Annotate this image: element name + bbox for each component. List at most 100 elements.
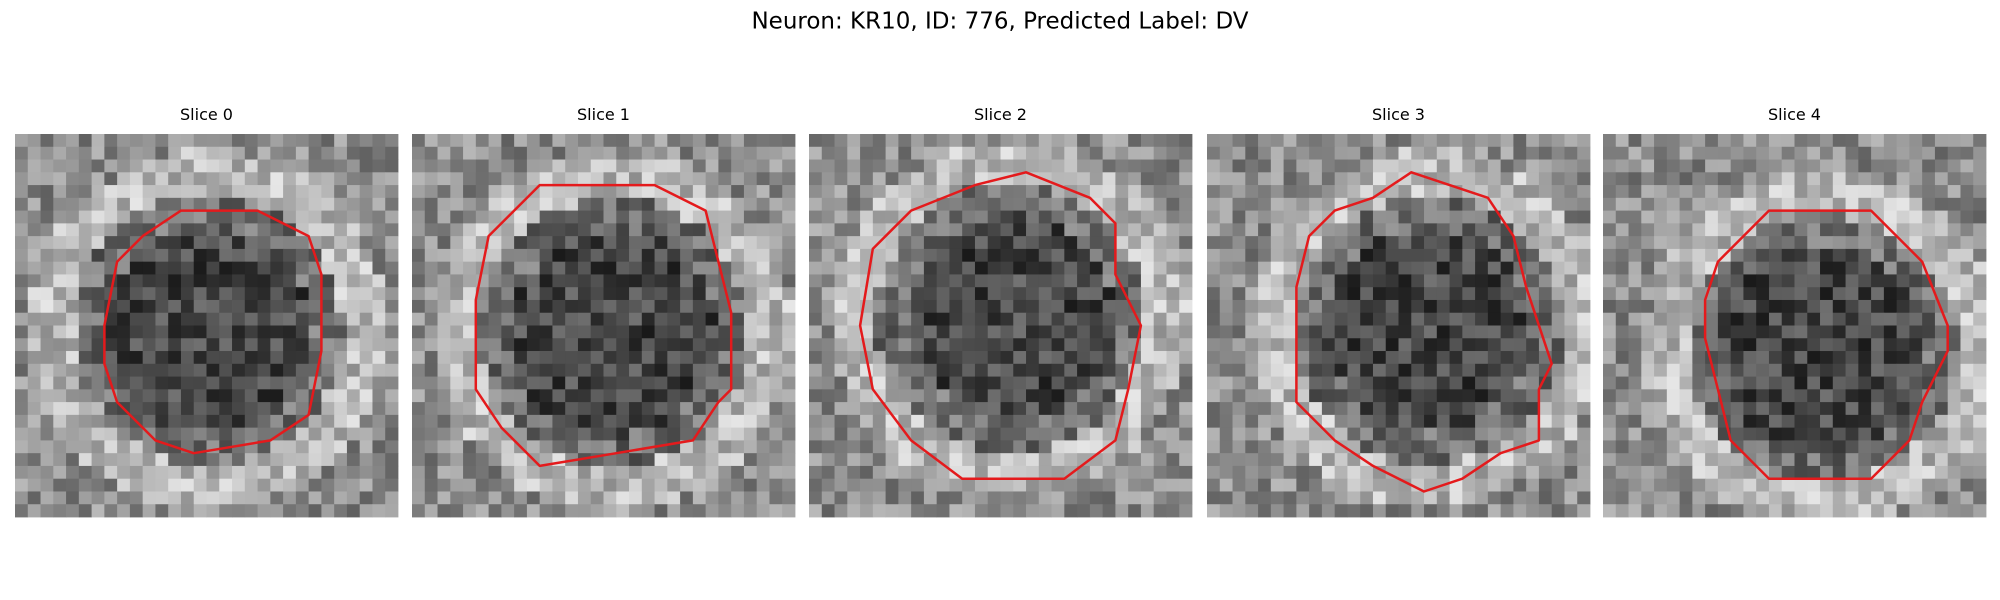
pixel [437, 248, 451, 263]
pixel [1179, 402, 1193, 416]
pixel [142, 440, 156, 454]
pixel [667, 210, 681, 224]
pixel [769, 453, 783, 467]
pixel [1385, 325, 1399, 339]
pixel [1909, 197, 1923, 211]
pixel [1179, 210, 1193, 224]
pixel [142, 465, 156, 480]
pixel [1283, 504, 1297, 518]
pixel [501, 274, 515, 288]
pixel [743, 185, 758, 199]
pixel [1462, 223, 1476, 237]
pixel [1232, 491, 1246, 505]
pixel [1654, 197, 1668, 211]
pixel [782, 299, 796, 314]
pixel [450, 159, 464, 173]
pixel [743, 465, 758, 480]
pixel [1166, 363, 1180, 377]
pixel [1270, 414, 1284, 429]
pixel [1832, 453, 1846, 467]
pixel [1934, 146, 1949, 160]
pixel [1666, 491, 1680, 505]
pixel [1922, 159, 1936, 173]
pixel [1807, 376, 1821, 390]
pixel [1551, 312, 1565, 326]
pixel [1666, 248, 1680, 263]
pixel [1832, 134, 1846, 148]
pixel [346, 236, 361, 250]
pixel [412, 261, 426, 275]
pixel [1321, 465, 1336, 480]
pixel [270, 159, 284, 173]
pixel [1360, 248, 1374, 263]
pixel [1692, 478, 1706, 492]
pixel [295, 376, 310, 390]
pixel [641, 351, 655, 365]
pixel [1564, 389, 1578, 403]
pixel [1768, 248, 1783, 263]
pixel [372, 440, 386, 454]
pixel [283, 210, 297, 224]
pixel [821, 159, 835, 173]
pixel [565, 491, 579, 505]
pixel [270, 351, 284, 365]
pixel [1398, 402, 1412, 416]
pixel [232, 465, 246, 480]
pixel [1807, 363, 1821, 377]
pixel [142, 299, 156, 314]
pixel [1807, 414, 1821, 429]
pixel [180, 465, 195, 480]
pixel [244, 414, 258, 429]
pixel [1768, 363, 1783, 377]
pixel [1258, 312, 1272, 326]
pixel [809, 210, 823, 224]
pixel [1270, 402, 1284, 416]
pixel [206, 159, 220, 173]
pixel [1321, 376, 1336, 390]
pixel [1309, 465, 1323, 480]
pixel [232, 414, 246, 429]
pixel [1398, 274, 1412, 288]
pixel [117, 389, 131, 403]
pixel [1654, 465, 1668, 480]
pixel [1538, 504, 1553, 518]
pixel [1717, 197, 1732, 211]
pixel [1064, 248, 1078, 263]
pixel [1934, 274, 1949, 288]
pixel [1641, 414, 1655, 429]
pixel [1258, 453, 1272, 467]
pixel [769, 440, 783, 454]
pixel [117, 338, 131, 352]
pixel [885, 248, 899, 263]
pixel [885, 287, 899, 301]
pixel [667, 146, 681, 160]
pixel [898, 261, 912, 275]
pixel [654, 414, 668, 429]
pixel [821, 185, 835, 199]
pixel [1717, 210, 1732, 224]
pixel [1179, 440, 1193, 454]
pixel [78, 312, 92, 326]
pixel [1475, 134, 1489, 148]
pixel [1730, 465, 1744, 480]
pixel [1207, 465, 1221, 480]
pixel [1564, 376, 1578, 390]
pixel [1089, 287, 1104, 301]
pixel [1449, 248, 1463, 263]
pixel [1411, 376, 1425, 390]
pixel [539, 338, 553, 352]
pixel [514, 402, 528, 416]
pixel [1334, 414, 1348, 429]
pixel [1909, 376, 1923, 390]
pixel [450, 236, 464, 250]
pixel [1283, 197, 1297, 211]
pixel [91, 197, 105, 211]
pixel [974, 274, 989, 288]
pixel [1436, 427, 1450, 441]
pixel [1153, 210, 1167, 224]
pixel [15, 338, 29, 352]
pixel [1871, 376, 1885, 390]
pixel [295, 504, 310, 518]
pixel [1207, 491, 1221, 505]
pixel [1679, 351, 1693, 365]
